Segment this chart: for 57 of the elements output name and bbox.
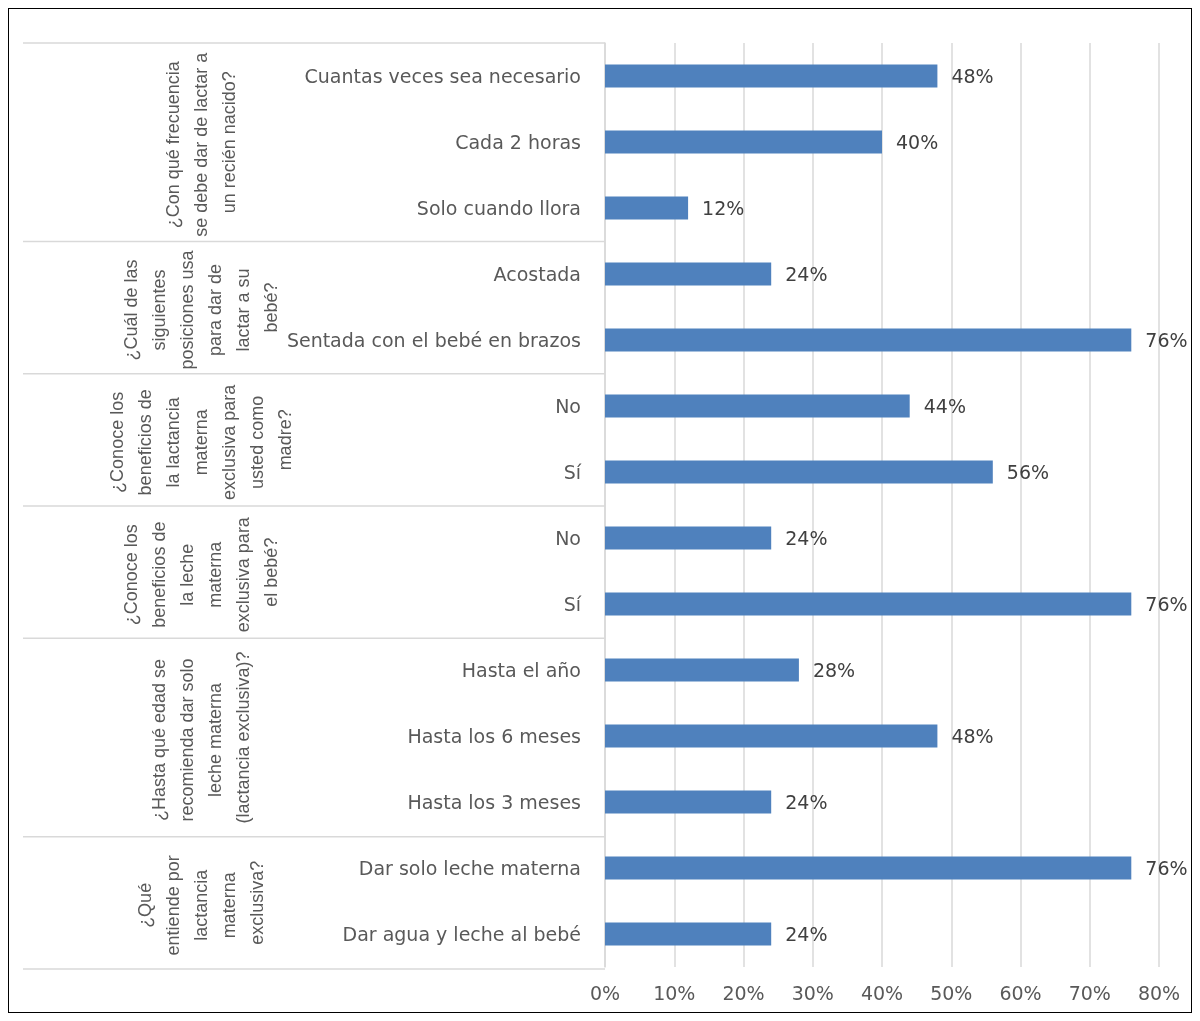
data-label: 48% bbox=[951, 65, 994, 87]
data-label: 24% bbox=[785, 527, 828, 549]
text: ¿Hasta qué edad se recomienda dar solo leche materna (lactancia exclusiva)? bbox=[149, 651, 253, 824]
x-tick-label: 30% bbox=[791, 981, 834, 1004]
bar bbox=[605, 592, 1132, 616]
y-tick-label: Acostada bbox=[493, 263, 581, 285]
bar bbox=[605, 724, 938, 748]
data-label: 28% bbox=[812, 659, 856, 681]
bar bbox=[605, 658, 799, 682]
text: ¿Con qué frecuencia se debe dar de lactar a un recién nacido? bbox=[163, 47, 239, 237]
data-label: 76% bbox=[1145, 593, 1188, 615]
y-tick-label: No bbox=[555, 527, 581, 549]
text: ¿Cuál de las siguientes posiciones usa para dar de lactar a su bebé? bbox=[121, 245, 281, 370]
y-tick-label: Dar agua y leche al bebé bbox=[342, 923, 581, 945]
y-tick-label: Sí bbox=[563, 593, 582, 615]
x-tick-label: 60% bbox=[999, 981, 1042, 1004]
text: ¿Conoce los beneficios de la lactancia materna exclusiva para usted como madre? bbox=[107, 379, 295, 500]
x-tick-label: 70% bbox=[1068, 981, 1111, 1004]
data-label: 76% bbox=[1145, 857, 1188, 879]
bar bbox=[605, 328, 1132, 352]
y-tick-label: Sentada con el bebé en brazos bbox=[286, 329, 581, 351]
bar bbox=[605, 64, 938, 88]
y-tick-label: Hasta los 6 meses bbox=[407, 725, 581, 747]
y-tick-label: Dar solo leche materna bbox=[358, 857, 581, 879]
x-tick-label: 20% bbox=[722, 981, 765, 1004]
y-tick-label: Hasta los 3 meses bbox=[407, 791, 581, 813]
y-tick-label: Cada 2 horas bbox=[455, 131, 581, 153]
y-tick-label: Sí bbox=[563, 461, 582, 483]
y-tick-label: Cuantas veces sea necesario bbox=[304, 65, 581, 87]
data-label: 40% bbox=[896, 131, 939, 153]
bar bbox=[605, 196, 689, 220]
data-label: 48% bbox=[951, 725, 994, 747]
bar bbox=[605, 922, 772, 946]
bar bbox=[605, 526, 772, 550]
x-tick-label: 40% bbox=[860, 981, 904, 1004]
x-tick-label: 0% bbox=[589, 981, 621, 1004]
bar bbox=[605, 460, 993, 484]
bar bbox=[605, 394, 910, 418]
y-tick-label: No bbox=[555, 395, 581, 417]
data-label: 24% bbox=[785, 791, 828, 813]
data-label: 56% bbox=[1006, 461, 1050, 483]
data-label: 24% bbox=[785, 923, 828, 945]
x-tick-label: 80% bbox=[1137, 981, 1181, 1004]
text: ¿Qué entiende por lactancia materna exclusiva? bbox=[135, 850, 267, 956]
bar bbox=[605, 856, 1132, 880]
data-label: 24% bbox=[785, 263, 828, 285]
bar bbox=[605, 790, 772, 814]
data-label: 12% bbox=[702, 197, 745, 219]
x-tick-label: 10% bbox=[653, 981, 696, 1004]
y-tick-label: Hasta el año bbox=[461, 659, 581, 681]
text: ¿Conoce los beneficios de la leche materna exclusiva para el bebé? bbox=[121, 512, 281, 633]
y-tick-label: Solo cuando llora bbox=[416, 197, 581, 219]
bar bbox=[605, 130, 882, 154]
data-label: 44% bbox=[923, 395, 966, 417]
x-tick-label: 50% bbox=[930, 981, 973, 1004]
data-label: 76% bbox=[1145, 329, 1188, 351]
bar bbox=[605, 262, 772, 286]
